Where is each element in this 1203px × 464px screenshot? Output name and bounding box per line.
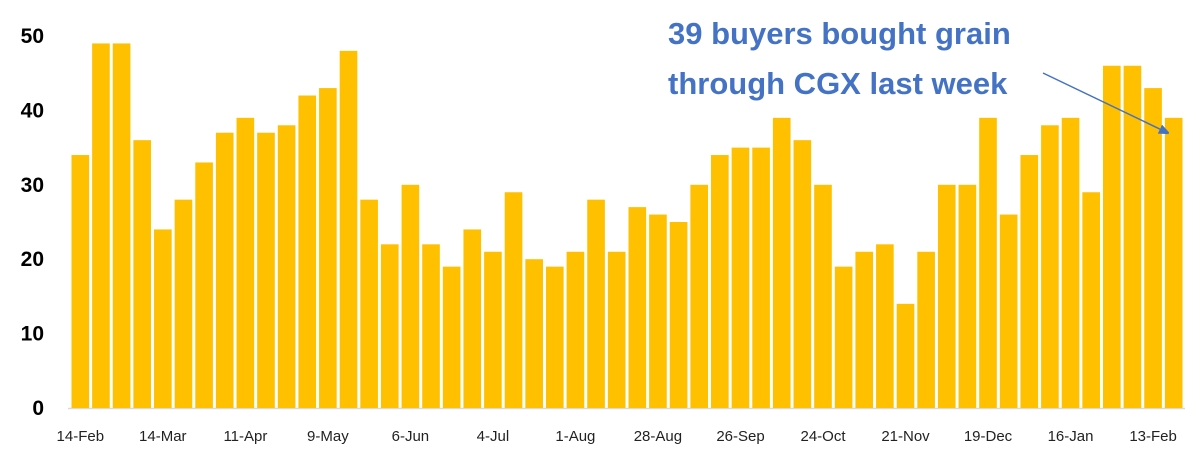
bar: [814, 184, 832, 408]
bar: [793, 140, 812, 408]
bar: [236, 117, 255, 408]
x-tick-label: 26-Sep: [716, 428, 764, 445]
bar: [566, 251, 585, 408]
annotation-line-1: 39 buyers bought grain: [668, 16, 1011, 51]
bar: [1164, 117, 1183, 408]
bar: [360, 199, 378, 408]
bar: [484, 251, 502, 408]
bar: [876, 244, 894, 408]
bar: [1020, 155, 1039, 408]
bar: [1102, 65, 1121, 408]
bar: [195, 162, 213, 408]
y-tick-label: 20: [21, 248, 44, 271]
bar: [1082, 192, 1100, 408]
bar: [525, 259, 543, 408]
bar: [174, 199, 193, 408]
bar: [463, 229, 482, 408]
annotation-line-2: through CGX last week: [668, 66, 1008, 101]
bar: [628, 207, 647, 408]
bar: [649, 214, 667, 408]
y-axis: 0 10 20 30 40 50: [21, 25, 44, 420]
bar: [917, 251, 935, 408]
x-tick-label: 13-Feb: [1129, 428, 1177, 445]
bar: [277, 125, 296, 408]
bar: [1041, 125, 1059, 408]
y-tick-label: 10: [21, 323, 44, 346]
bars: [71, 43, 1183, 409]
y-tick-label: 30: [21, 174, 44, 197]
bar: [380, 244, 399, 408]
y-tick-label: 40: [21, 99, 44, 122]
bar: [1061, 117, 1080, 408]
x-tick-label: 11-Apr: [223, 428, 267, 445]
annotation-arrow: [1042, 72, 1168, 133]
x-tick-label: 1-Aug: [555, 428, 595, 445]
bar: [752, 147, 770, 408]
bar: [339, 50, 358, 408]
bar: [711, 155, 729, 408]
bar: [319, 88, 337, 408]
x-tick-label: 14-Mar: [139, 428, 187, 445]
bar: [257, 132, 275, 408]
bar: [937, 184, 956, 408]
x-tick-label: 9-May: [307, 428, 349, 445]
bar: [154, 229, 172, 408]
bar: [855, 251, 874, 408]
bar: [669, 222, 688, 408]
bar: [422, 244, 440, 408]
x-tick-label: 6-Jun: [392, 428, 430, 445]
bar: [133, 140, 152, 408]
bar: [731, 147, 750, 408]
bar: [442, 266, 461, 408]
bar: [298, 95, 317, 409]
x-tick-label: 21-Nov: [881, 428, 930, 445]
x-tick-label: 4-Jul: [477, 428, 510, 445]
bar: [999, 214, 1018, 408]
bar: [1144, 88, 1162, 408]
bar: [92, 43, 110, 408]
bar: [112, 43, 131, 408]
x-tick-label: 19-Dec: [964, 428, 1013, 445]
bar: [545, 266, 564, 408]
bar: [607, 251, 626, 408]
bar: [896, 303, 915, 408]
bar: [71, 155, 90, 408]
y-tick-label: 0: [32, 397, 44, 420]
bar: [1123, 65, 1142, 408]
x-tick-label: 24-Oct: [800, 428, 846, 445]
bar: [834, 266, 853, 408]
bar: [504, 192, 523, 408]
y-tick-label: 50: [21, 25, 44, 48]
bar: [215, 132, 234, 408]
bar: [958, 184, 977, 408]
bar: [690, 184, 709, 408]
bar: [401, 184, 420, 408]
x-tick-label: 28-Aug: [634, 428, 682, 445]
bar: [587, 199, 605, 408]
x-tick-label: 16-Jan: [1048, 428, 1094, 445]
x-tick-label: 14-Feb: [57, 428, 105, 445]
annotation: 39 buyers bought grain through CGX last …: [668, 16, 1168, 133]
bar: [772, 117, 791, 408]
bar: [979, 117, 997, 408]
x-axis: 14-Feb 14-Mar 11-Apr 9-May 6-Jun 4-Jul 1-Aug 28…: [57, 428, 1177, 445]
